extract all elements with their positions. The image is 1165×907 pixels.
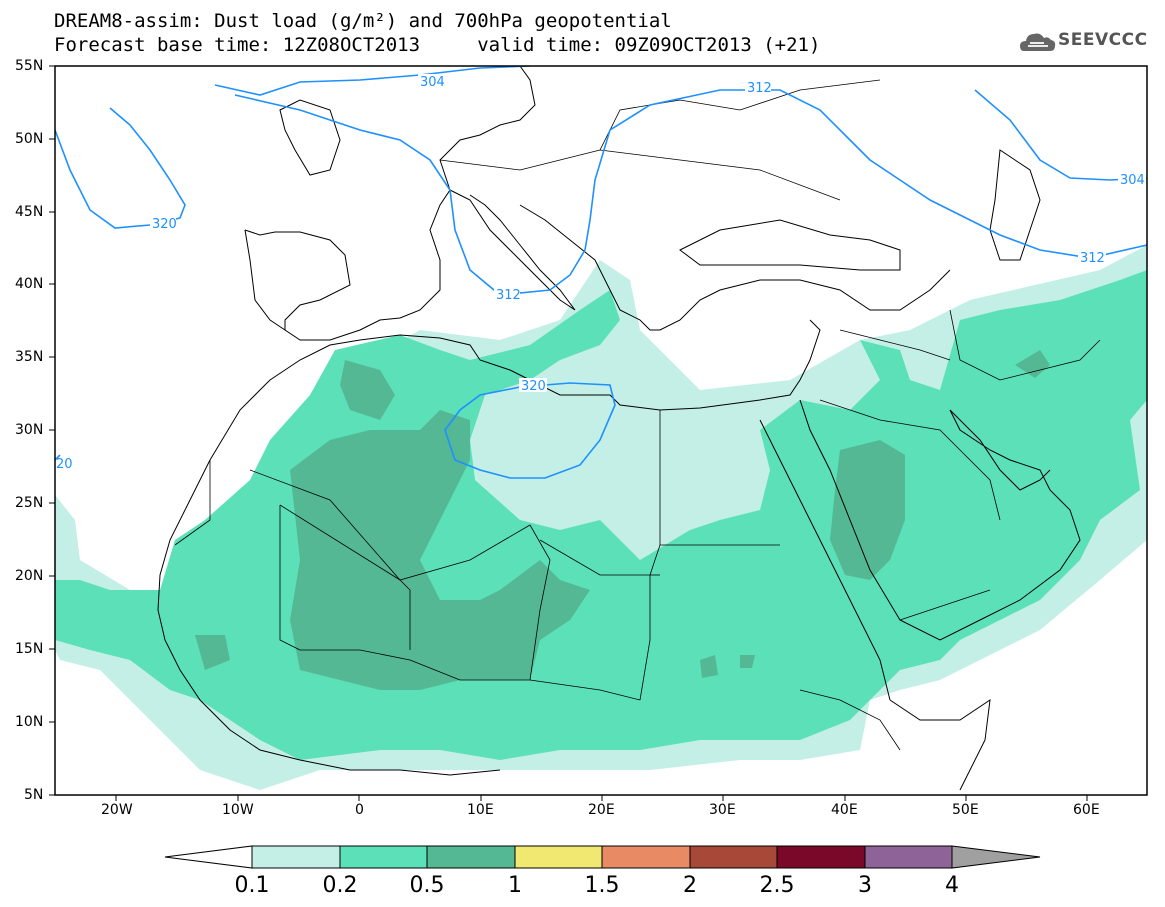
contour-label: 304 — [1120, 173, 1145, 188]
colorbar-level-label: 4 — [945, 873, 959, 898]
colorbar-level-label: 1.5 — [584, 873, 620, 898]
map-subtitle-times: Forecast base time: 12Z08OCT2013 valid t… — [54, 34, 821, 56]
colorbar-extend-low — [164, 845, 253, 869]
colorbar-bin — [514, 845, 603, 869]
contour-label: 320 — [152, 217, 177, 232]
lat-tick-label: 30N — [15, 422, 44, 438]
dust-dark-senegal — [195, 635, 230, 670]
lon-tick-label: 50E — [952, 802, 979, 818]
lat-tick-label: 20N — [15, 568, 44, 584]
geopotential-contours — [55, 66, 1147, 479]
lon-tick-label: 10W — [222, 802, 254, 818]
border-niger-chad — [529, 524, 551, 681]
colorbar-level-label: 1 — [508, 873, 522, 898]
lon-tick-label: 10E — [467, 802, 494, 818]
colorbar-bin — [689, 845, 778, 869]
colorbar-bin — [864, 845, 953, 869]
colorbar — [164, 845, 1041, 869]
border-mauritania — [174, 460, 211, 546]
border-saudi — [819, 399, 1001, 521]
dust-dark-sudan — [740, 655, 755, 668]
contour-label: 312 — [496, 288, 521, 303]
lat-tick-label: 25N — [15, 495, 44, 511]
lat-tick-label: 55N — [15, 58, 44, 74]
contour-320-atlantic — [55, 107, 186, 229]
colorbar-extend-high — [951, 845, 1041, 869]
border-mali-east — [279, 504, 411, 650]
lat-tick-label: 50N — [15, 131, 44, 147]
colorbar-level-label: 0.1 — [234, 873, 270, 898]
coast-blacksea — [679, 219, 901, 271]
contour-labels: 304 312 320 312 304 312 320 20 — [56, 74, 1146, 472]
colorbar-level-label: 2 — [683, 873, 697, 898]
lon-tick-label: 0 — [355, 802, 364, 818]
lat-tick-label: 35N — [15, 349, 44, 365]
lat-tick-label: 45N — [15, 204, 44, 220]
country-borders — [174, 79, 1101, 751]
border-libya-south — [539, 539, 650, 576]
border-algeria-south — [249, 469, 531, 581]
contour-304-nw — [214, 66, 531, 96]
lat-tick-label: 40N — [15, 276, 44, 292]
colorbar-level-label: 3 — [858, 873, 872, 898]
dust-dark-sahel — [290, 410, 590, 690]
map-title: DREAM8-assim: Dust load (g/m²) and 700hP… — [54, 10, 672, 32]
border-mali-west — [279, 505, 301, 651]
coast-italy — [449, 189, 576, 311]
contour-304-east — [974, 89, 1147, 181]
contour-label: 312 — [1080, 251, 1105, 266]
coast-arabia — [799, 399, 1081, 641]
border-sahel-south — [300, 649, 641, 701]
contour-label: 320 — [521, 379, 546, 394]
coast-horn-africa — [889, 698, 991, 791]
coast-europe — [244, 66, 536, 341]
coast-iberia — [244, 229, 286, 331]
axis-ticks — [49, 65, 1088, 801]
dust-dark-chad-east — [700, 655, 718, 678]
contour-20-west — [55, 454, 61, 461]
coast-persian-gulf — [949, 409, 1051, 491]
border-ethiopia — [799, 689, 901, 751]
map-plot-area — [55, 66, 1147, 791]
contour-label: 20 — [56, 457, 73, 472]
contour-320-libya — [444, 382, 616, 479]
lon-tick-label: 30E — [709, 802, 736, 818]
coast-west-africa — [157, 459, 501, 776]
dust-dark-arabia — [830, 440, 905, 580]
colorbar-level-label: 2.5 — [759, 873, 795, 898]
contour-312-north — [234, 89, 1147, 296]
colorbar-bin — [339, 845, 428, 869]
colorbar-bin — [601, 845, 691, 869]
border-europe-central — [439, 149, 841, 201]
lon-tick-label: 20W — [101, 802, 133, 818]
lat-tick-label: 15N — [15, 641, 44, 657]
lat-tick-label: 5N — [24, 787, 44, 803]
lon-tick-label: 60E — [1073, 802, 1100, 818]
coast-red-sea — [759, 419, 891, 701]
coast-uk — [279, 99, 341, 176]
border-russia — [599, 79, 881, 151]
dust-dark-iran — [1015, 350, 1050, 378]
colorbar-level-label: 0.2 — [322, 873, 358, 898]
contour-label: 304 — [420, 75, 445, 90]
coast-balkans — [519, 204, 951, 331]
coast-caspian — [989, 149, 1041, 261]
contour-label: 312 — [747, 81, 772, 96]
border-iran — [949, 309, 1101, 381]
border-yemen — [899, 589, 991, 621]
colorbar-bin — [426, 845, 516, 869]
lon-tick-label: 20E — [588, 802, 615, 818]
dust-layer-dark — [195, 350, 1050, 690]
lat-tick-label: 10N — [15, 714, 44, 730]
dust-dark-algeria — [340, 360, 395, 420]
cloud-icon — [1020, 33, 1056, 51]
colorbar-level-label: 0.5 — [409, 873, 445, 898]
seevccc-logo-text: SEEVCCC — [1058, 30, 1148, 50]
border-iraq — [839, 329, 951, 361]
colorbar-bin — [251, 845, 341, 869]
lon-tick-label: 40E — [831, 802, 858, 818]
colorbar-bin — [776, 845, 866, 869]
